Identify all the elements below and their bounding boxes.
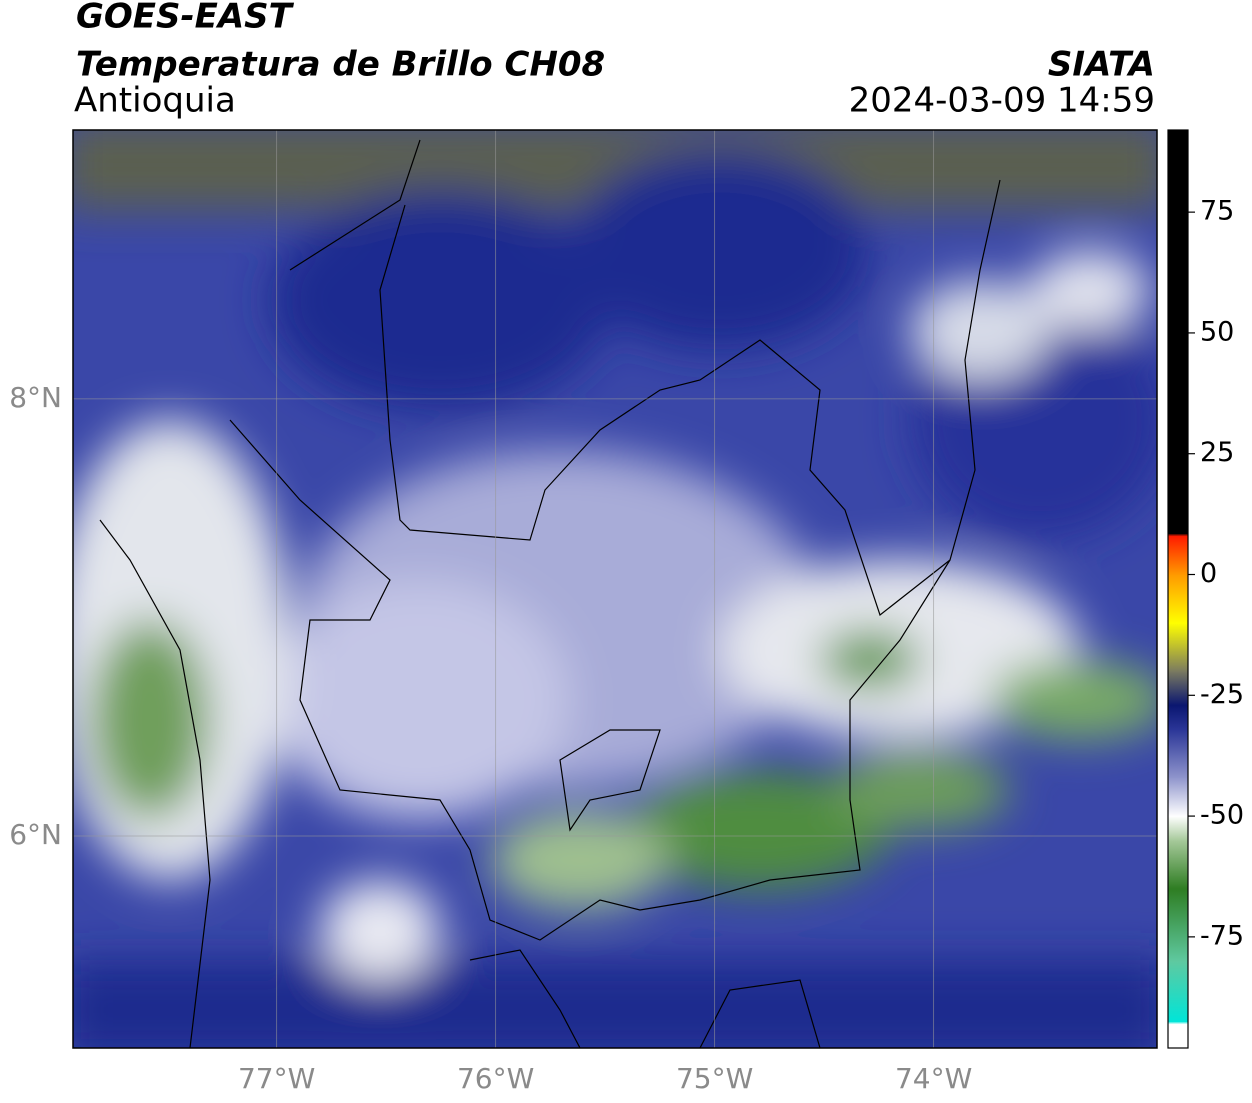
source: SIATA	[1048, 45, 1155, 85]
map-frame	[72, 129, 1158, 1049]
y-tick-label: 8°N	[9, 381, 62, 414]
colorbar-segment	[1168, 840, 1188, 890]
colorbar-tick-label: 50	[1200, 316, 1234, 347]
x-tick-label: 77°W	[238, 1062, 315, 1095]
colorbar-tick-label: -25	[1200, 679, 1244, 710]
colorbar-segment	[1168, 1021, 1188, 1025]
colorbar-segment	[1168, 671, 1188, 706]
colorbar-segment	[1168, 961, 1188, 1022]
x-tick-label: 74°W	[895, 1062, 972, 1095]
colorbar-tick-label: 75	[1200, 196, 1234, 227]
timestamp: 2024-03-09 14:59	[849, 81, 1155, 121]
region: Antioquia	[74, 81, 236, 121]
colorbar-segment	[1168, 816, 1188, 841]
colorbar-tick-label: -50	[1200, 800, 1244, 831]
colorbar-segment	[1168, 535, 1188, 576]
colorbar-segment	[1168, 704, 1188, 730]
colorbar-tick-label: 0	[1200, 558, 1217, 589]
colorbar-frame	[1167, 129, 1189, 1049]
colorbar-segment	[1168, 1023, 1188, 1049]
title: GOES-EAST	[76, 0, 295, 37]
colorbar-segment	[1168, 888, 1188, 962]
satellite-image	[73, 130, 1157, 1048]
y-tick-label: 6°N	[9, 818, 62, 851]
colorbar-segment	[1168, 130, 1188, 534]
x-tick-label: 76°W	[457, 1062, 534, 1095]
colorbar-segment	[1168, 777, 1188, 817]
x-tick-label: 75°W	[676, 1062, 753, 1095]
colorbar-tick-label: 25	[1200, 437, 1234, 468]
colorbar-segment	[1168, 574, 1188, 624]
colorbar-segment	[1168, 533, 1188, 537]
colorbar-segment	[1168, 729, 1188, 778]
colorbar-segment	[1168, 622, 1188, 672]
colorbar-tick-label: -75	[1200, 920, 1244, 951]
subtitle: Temperatura de Brillo CH08	[76, 45, 605, 85]
